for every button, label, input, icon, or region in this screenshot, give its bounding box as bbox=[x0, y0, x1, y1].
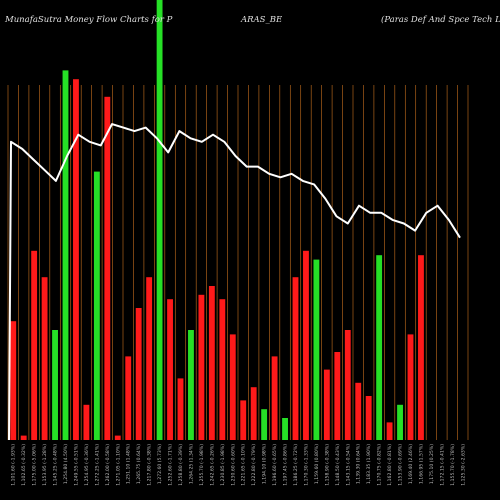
money-flow-bar bbox=[114, 435, 121, 440]
money-flow-bar bbox=[135, 308, 142, 440]
x-tick-label: 1,145.25 (-0.48%) bbox=[53, 444, 59, 486]
x-tick-labels: 1,101.60 (-1.93%) 1,102.65 (-0.32%) 1,175.… bbox=[11, 444, 467, 486]
money-flow-bar bbox=[386, 422, 393, 440]
money-flow-bar bbox=[93, 171, 100, 440]
money-flow-bar bbox=[418, 255, 424, 440]
money-flow-bar bbox=[376, 255, 383, 440]
money-flow-bar bbox=[10, 321, 17, 440]
money-flow-bar bbox=[167, 299, 173, 440]
money-flow-bar bbox=[208, 286, 215, 440]
x-tick-label: 1,148.50 (-0.43%) bbox=[335, 444, 341, 486]
x-tick-label: 1,264.25 (1.34%) bbox=[189, 444, 195, 484]
header-right-title: (Paras Def And Spce Tech L) Mu bbox=[381, 14, 500, 25]
x-tick-label: 1,221.65 (-0.10%) bbox=[241, 444, 247, 486]
x-tick-label: 1,159.60 (0.80%) bbox=[314, 444, 320, 484]
money-flow-bar bbox=[52, 330, 58, 440]
x-tick-label: 1,258.80 (-0.39%) bbox=[178, 444, 184, 486]
x-tick-label: 1,272.25 (-1.41%) bbox=[94, 444, 100, 486]
money-flow-bar bbox=[219, 299, 226, 440]
x-tick-label: 1,217.80 (-0.38%) bbox=[147, 444, 153, 486]
x-tick-label: 1,230.85 (-1.98%) bbox=[220, 444, 226, 486]
x-tick-label: 1,222.80 (-0.79%) bbox=[251, 444, 257, 486]
x-tick-label: 1,265.75 (0.64%) bbox=[136, 444, 142, 484]
money-flow-bar bbox=[156, 0, 163, 440]
money-flow-bar bbox=[334, 352, 341, 440]
x-tick-label: 1,271.05 (-1.10%) bbox=[115, 444, 121, 486]
money-flow-bar bbox=[104, 96, 111, 441]
money-flow-bar bbox=[282, 418, 288, 440]
money-flow-bar bbox=[303, 250, 309, 440]
x-tick-label: 1,254.95 (-0.36%) bbox=[84, 444, 90, 486]
money-flow-bar bbox=[271, 356, 278, 440]
x-tick-label: 1,153.90 (-0.69%) bbox=[398, 444, 404, 486]
x-tick-label: 1,252.60 (-1.71%) bbox=[168, 444, 174, 486]
x-tick-label: 1,249.55 (-0.51%) bbox=[74, 444, 80, 486]
money-flow-bar bbox=[250, 387, 257, 440]
money-flow-bar bbox=[323, 369, 330, 440]
x-tick-label: 1,242.65 (-0.26%) bbox=[209, 444, 215, 486]
price-line bbox=[8, 123, 461, 441]
x-tick-label: 1,272.60 (5.73%) bbox=[157, 444, 163, 484]
x-tick-label: 1,153.95 (-1.28%) bbox=[42, 444, 48, 486]
money-flow-bar bbox=[177, 378, 184, 440]
x-tick-label: 1,230.60 (-0.60%) bbox=[230, 444, 236, 486]
x-tick-label: 1,125.30 (-2.63%) bbox=[460, 444, 466, 486]
x-tick-label: 1,251.10 (1.48%) bbox=[126, 444, 132, 484]
money-flow-bar bbox=[20, 435, 27, 440]
money-flow-bar bbox=[146, 277, 153, 440]
x-tick-label: 1,162.80 (-0.81%) bbox=[387, 444, 393, 486]
money-flow-bar bbox=[407, 334, 414, 440]
x-tick-label: 1,102.65 (-0.32%) bbox=[21, 444, 27, 486]
x-tick-label: 1,169.40 (2.46%) bbox=[408, 444, 414, 484]
x-tick-label: 1,172.15 (-0.41%) bbox=[439, 444, 445, 486]
money-flow-bar bbox=[397, 404, 403, 440]
x-tick-label: 1,101.60 (-1.93%) bbox=[11, 444, 17, 486]
money-flow-bar bbox=[62, 70, 69, 441]
money-flow-bar bbox=[292, 277, 299, 440]
x-tick-label: 1,183.35 (1.90%) bbox=[366, 444, 372, 484]
x-tick-label: 1,139.30 (0.64%) bbox=[356, 444, 362, 484]
money-flow-bar bbox=[73, 79, 79, 440]
money-flow-bar bbox=[344, 330, 351, 440]
x-tick-label: 1,170.30 (-1.33%) bbox=[304, 444, 310, 486]
money-flow-bar bbox=[355, 382, 362, 440]
x-tick-label: 1,194.10 (0.98%) bbox=[262, 444, 268, 484]
x-tick-label: 1,197.45 (-0.86%) bbox=[283, 444, 289, 486]
money-flow-bar bbox=[83, 404, 90, 440]
x-tick-label: 1,175.00 (-5.06%) bbox=[32, 444, 38, 486]
x-tick-label: 1,262.00 (-0.58%) bbox=[105, 444, 111, 486]
x-tick-label: 1,186.25 (-0.72%) bbox=[293, 444, 299, 486]
x-tick-label: 1,196.60 (-0.65%) bbox=[272, 444, 278, 486]
money-flow-bar bbox=[229, 334, 236, 440]
money-flow-bar bbox=[240, 400, 247, 440]
money-flow-bar bbox=[188, 330, 194, 440]
money-flow-bar bbox=[41, 277, 48, 440]
header-symbol: ARAS_BE bbox=[240, 15, 283, 25]
x-tick-label: 1,170.75 (-0.82%) bbox=[377, 444, 383, 486]
money-flow-bar bbox=[365, 396, 372, 440]
money-flow-bar bbox=[313, 259, 320, 440]
x-tick-label: 1,158.90 (-0.38%) bbox=[324, 444, 330, 486]
header-left-title: MunafaSutra Money Flow Charts for P bbox=[4, 15, 173, 25]
x-tick-label: 1,166.95 (1.57%) bbox=[419, 444, 425, 484]
money-flow-bar bbox=[261, 409, 268, 440]
money-flow-bar bbox=[31, 250, 38, 440]
bars bbox=[10, 0, 424, 441]
x-tick-label: 1,155.70 (-1.78%) bbox=[450, 444, 456, 486]
x-tick-label: 1,143.15 (-0.54%) bbox=[345, 444, 351, 486]
grid-lines bbox=[7, 85, 469, 440]
x-tick-label: 1,175.10 (0.25%) bbox=[429, 444, 435, 484]
x-tick-label: 1,254.80 (4.50%) bbox=[63, 444, 69, 484]
money-flow-bar bbox=[125, 356, 132, 440]
x-tick-label: 1,255.70 (-1.98%) bbox=[199, 444, 205, 486]
money-flow-bar bbox=[198, 294, 205, 440]
